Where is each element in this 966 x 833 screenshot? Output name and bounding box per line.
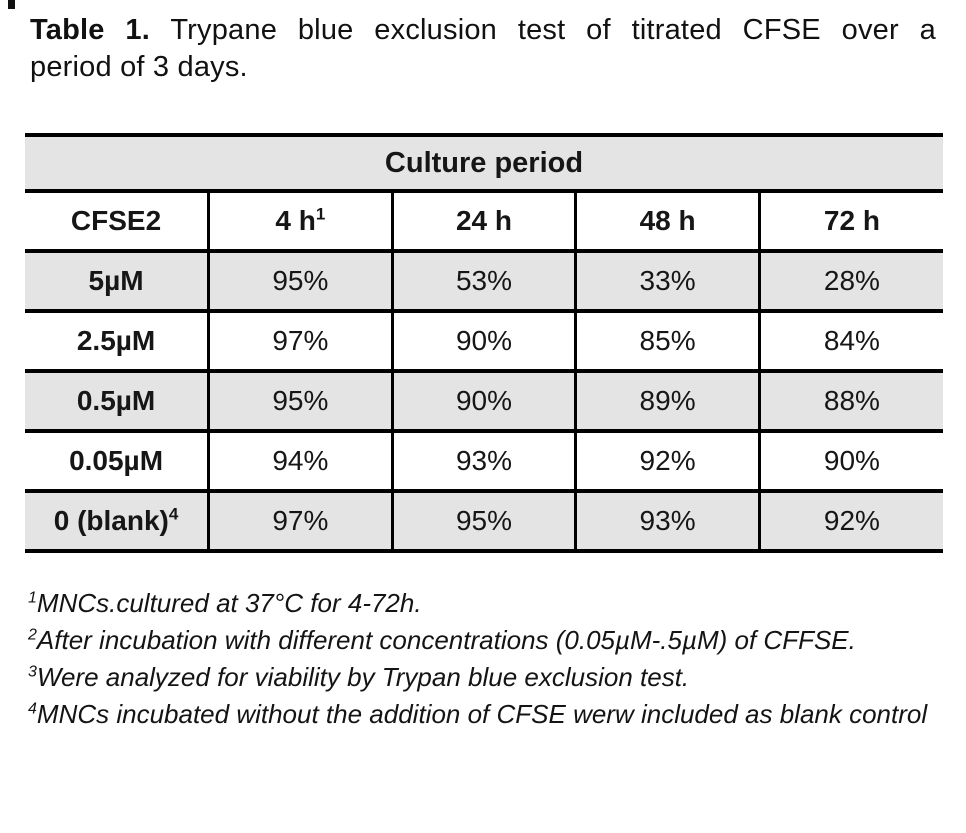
row-label: 0 (blank)4 (25, 489, 209, 553)
cell-value: 53% (390, 249, 576, 313)
cell-value: 94% (207, 429, 393, 493)
column-header-48h: 48 h (574, 189, 760, 253)
cell-value: 97% (207, 309, 393, 373)
footnote-superscript: 1 (28, 589, 37, 607)
cell-value: 28% (757, 249, 943, 313)
table-row: 0.5µM 95% 90% 89% 88% (25, 369, 943, 433)
cell-value: 90% (390, 369, 576, 433)
row-label: 0.5µM (25, 369, 209, 433)
footnote-2: 2After incubation with different concent… (28, 622, 946, 659)
cell-value: 33% (574, 249, 760, 313)
cell-value: 95% (207, 369, 393, 433)
column-header-72h: 72 h (757, 189, 943, 253)
column-header-cfse: CFSE2 (25, 189, 209, 253)
table-row: 5µM 95% 53% 33% 28% (25, 249, 943, 313)
footnote-3: 3Were analyzed for viability by Trypan b… (28, 659, 946, 696)
footnote-text: MNCs incubated without the addition of C… (36, 699, 928, 729)
table-row: 0 (blank)4 97% 95% 93% 92% (25, 489, 943, 553)
cell-value: 84% (757, 309, 943, 373)
footnote-text: After incubation with different concentr… (36, 625, 856, 655)
row-label: 0.05µM (25, 429, 209, 493)
footnotes: 1MNCs.cultured at 37°C for 4-72h. 2After… (28, 585, 946, 733)
scan-artifact (8, 0, 15, 9)
footnote-text: Were analyzed for viability by Trypan bl… (36, 662, 690, 692)
culture-period-header: Culture period (25, 133, 943, 193)
table-row-column-headers: CFSE2 4 h1 24 h 48 h 72 h (25, 189, 943, 253)
data-table-container: Culture period CFSE2 4 h1 24 h 48 h 72 h… (25, 133, 943, 553)
cell-value: 92% (757, 489, 943, 553)
cell-value: 93% (390, 429, 576, 493)
table-row-culture-period: Culture period (25, 133, 943, 193)
caption-label: Table 1. (30, 14, 150, 46)
caption-line-2: period of 3 days. (30, 51, 248, 83)
cell-value: 89% (574, 369, 760, 433)
footnote-superscript: 3 (28, 663, 37, 681)
footnote-4: 4MNCs incubated without the addition of … (28, 696, 946, 733)
cell-value: 88% (757, 369, 943, 433)
footnote-superscript: 4 (28, 700, 37, 718)
footnote-superscript: 2 (28, 626, 37, 644)
row-label: 5µM (25, 249, 209, 313)
cell-value: 95% (390, 489, 576, 553)
row-label: 2.5µM (25, 309, 209, 373)
cell-value: 90% (757, 429, 943, 493)
caption-line-1: Table 1. Trypane blue exclusion test of … (30, 12, 936, 49)
caption-text: Trypane blue exclusion test of titrated … (170, 14, 937, 46)
table-caption: Table 1. Trypane blue exclusion test of … (30, 12, 936, 86)
cell-value: 92% (574, 429, 760, 493)
table-row: 2.5µM 97% 90% 85% 84% (25, 309, 943, 373)
table-row: 0.05µM 94% 93% 92% 90% (25, 429, 943, 493)
viability-table: Culture period CFSE2 4 h1 24 h 48 h 72 h… (25, 133, 943, 553)
column-header-4h: 4 h1 (207, 189, 393, 253)
column-header-24h: 24 h (390, 189, 576, 253)
cell-value: 85% (574, 309, 760, 373)
superscript: 4 (168, 504, 179, 524)
cell-value: 95% (207, 249, 393, 313)
cell-value: 90% (390, 309, 576, 373)
cell-value: 97% (207, 489, 393, 553)
footnote-text: MNCs.cultured at 37°C for 4-72h. (36, 588, 422, 618)
cell-value: 93% (574, 489, 760, 553)
superscript: 1 (315, 204, 326, 224)
footnote-1: 1MNCs.cultured at 37°C for 4-72h. (28, 585, 946, 622)
